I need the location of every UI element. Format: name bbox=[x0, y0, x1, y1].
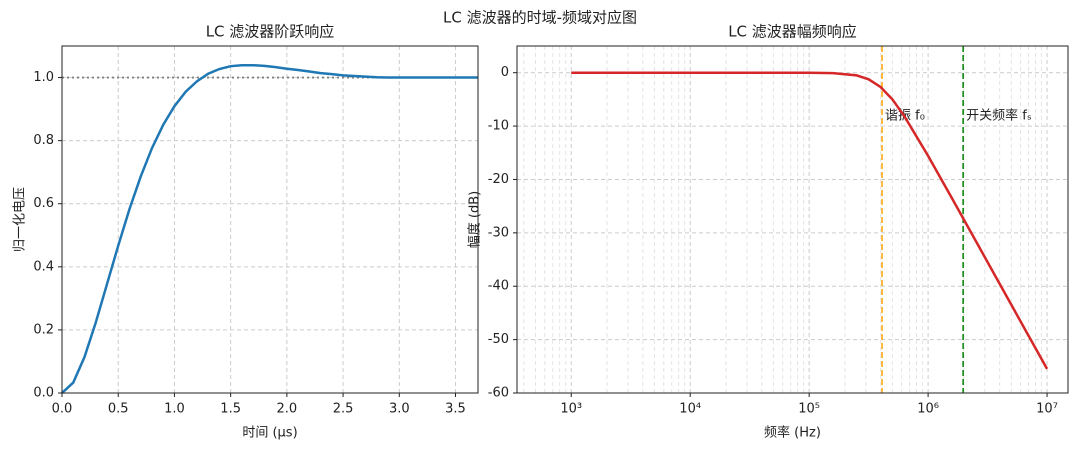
x-tick-label: 10⁶ bbox=[917, 402, 939, 417]
y-tick-label: -40 bbox=[488, 279, 509, 294]
x-tick-label: 10⁴ bbox=[679, 402, 701, 417]
y-tick-label: -50 bbox=[488, 332, 509, 347]
x-tick-label: 10⁵ bbox=[798, 402, 820, 417]
y-tick-label: 0.0 bbox=[33, 386, 54, 401]
y-axis-label: 归一化电压 bbox=[13, 187, 28, 252]
x-tick-label: 0.5 bbox=[108, 402, 129, 417]
axes-title: LC 滤波器幅频响应 bbox=[728, 23, 857, 41]
x-tick-label: 0.0 bbox=[52, 402, 73, 417]
panel: 0.0 0.5 1.0 1.5 2.0 2.5 3.0 3.5 0.0 0.2 0.4 0.6 0.8 1… bbox=[13, 23, 479, 441]
axes-frame bbox=[516, 45, 1069, 394]
figure-title: LC 滤波器的时域-频域对应图 bbox=[443, 9, 637, 27]
y-tick-label: 1.0 bbox=[33, 70, 54, 85]
x-tick-label: 3.0 bbox=[389, 402, 410, 417]
x-tick-label: 2.0 bbox=[277, 402, 298, 417]
y-tick-label: -30 bbox=[488, 225, 509, 240]
y-tick-label: 0 bbox=[501, 65, 509, 80]
x-tick-label: 1.5 bbox=[220, 402, 241, 417]
y-tick-label: 0.4 bbox=[33, 259, 54, 274]
axes-title: LC 滤波器阶跃响应 bbox=[206, 23, 335, 41]
axes-frame bbox=[61, 45, 479, 394]
x-tick-label: 10³ bbox=[560, 402, 582, 417]
x-tick-label: 1.0 bbox=[164, 402, 185, 417]
y-tick-label: -10 bbox=[488, 119, 509, 134]
x-tick-label: 2.5 bbox=[333, 402, 354, 417]
y-axis-label: 幅度 (dB) bbox=[467, 191, 483, 248]
y-tick-label: 0.2 bbox=[33, 322, 54, 337]
x-axis-label: 时间 (μs) bbox=[242, 426, 297, 441]
y-tick-label: -20 bbox=[488, 172, 509, 187]
y-tick-label: 0.6 bbox=[33, 196, 54, 211]
x-tick-label: 10⁷ bbox=[1036, 402, 1058, 417]
data-line bbox=[571, 71, 1049, 370]
x-axis-label: 频率 (Hz) bbox=[764, 425, 821, 441]
data-line bbox=[61, 63, 478, 394]
marker-label: 开关频率 fₛ bbox=[966, 108, 1032, 124]
x-tick-label: 3.5 bbox=[445, 402, 466, 417]
y-tick-label: 0.8 bbox=[33, 133, 54, 148]
y-tick-label: -60 bbox=[488, 386, 509, 401]
